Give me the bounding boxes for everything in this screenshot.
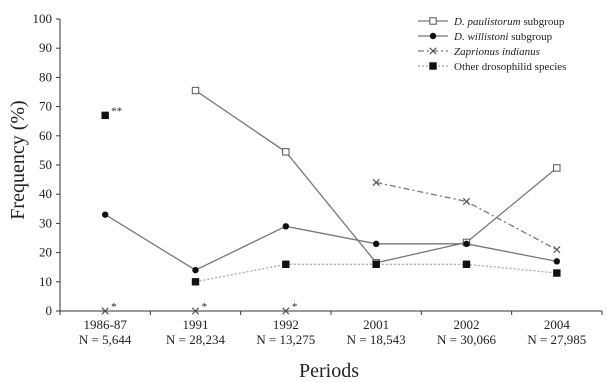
data-point xyxy=(282,148,290,156)
legend-item: Zaprionus indianus xyxy=(418,46,540,58)
legend-label-italic: D. paulistorum xyxy=(453,16,521,28)
series-4 xyxy=(101,111,561,286)
series-layer xyxy=(101,86,561,315)
series-line xyxy=(104,214,557,271)
data-point xyxy=(101,111,109,120)
legend-item: D. paulistorum subgroup xyxy=(418,16,565,28)
data-point xyxy=(553,164,561,172)
data-point xyxy=(282,223,290,230)
legend-item: Other drosophilid species xyxy=(418,61,566,73)
legend-label-suffix: subgroup xyxy=(508,31,552,43)
y-tick-label: 30 xyxy=(39,215,52,230)
y-tick-label: 90 xyxy=(39,40,52,55)
axes: 0 10 20 30 40 50 60 70 80 90 100 1986-87N = 5,644 19… xyxy=(33,11,603,347)
x-marker-stroke xyxy=(191,307,200,315)
legend-swatch-marker xyxy=(429,47,437,55)
significance-marker: * xyxy=(111,301,117,313)
data-point xyxy=(372,260,380,268)
x-tick-sample-size: N = 13,275 xyxy=(256,332,315,347)
y-tick-label: 50 xyxy=(39,157,52,172)
legend-label: D. paulistorum subgroup xyxy=(453,16,565,28)
data-point xyxy=(101,307,109,315)
x-tick-sample-size: N = 28,234 xyxy=(166,332,225,347)
data-point xyxy=(462,260,471,268)
data-point xyxy=(191,278,200,286)
x-marker-stroke xyxy=(462,197,471,206)
data-point xyxy=(101,211,109,218)
series-line xyxy=(195,89,558,264)
x-marker-stroke xyxy=(101,307,109,315)
legend-swatch-marker xyxy=(429,32,437,40)
series-3 xyxy=(101,178,561,315)
series-line xyxy=(376,181,558,251)
y-axis-title: Frequency (%) xyxy=(7,100,29,219)
legend-label: Other drosophilid species xyxy=(454,61,566,73)
significance-marker: * xyxy=(202,301,208,313)
y-tick-label: 80 xyxy=(39,69,52,84)
legend-label-italic: Zaprionus indianus xyxy=(454,46,540,58)
significance-marker: * xyxy=(292,301,298,313)
y-tick-label: 0 xyxy=(46,303,53,318)
data-point xyxy=(553,258,561,265)
series-1 xyxy=(191,86,561,267)
x-tick-sample-size: N = 5,644 xyxy=(79,332,132,347)
x-tick-sample-size: N = 30,066 xyxy=(437,332,496,347)
data-point xyxy=(372,240,380,248)
x-tick-label: 2001 xyxy=(363,317,389,332)
x-tick-label: 1992 xyxy=(273,317,299,332)
x-marker-stroke xyxy=(282,307,290,315)
y-tick-label: 100 xyxy=(33,11,53,26)
data-point xyxy=(191,307,200,315)
x-marker-stroke xyxy=(372,178,380,187)
legend-label-italic: D. willistoni xyxy=(453,31,508,43)
x-tick-label: 1991 xyxy=(183,317,209,332)
y-tick-label: 40 xyxy=(39,186,52,201)
y-tick-label: 60 xyxy=(39,128,52,143)
y-tick-label: 20 xyxy=(39,245,52,260)
series-2 xyxy=(101,211,561,274)
x-marker-stroke xyxy=(429,47,437,55)
series-line xyxy=(195,263,557,283)
data-point xyxy=(462,197,471,206)
data-point xyxy=(463,240,470,248)
x-tick-label: 2002 xyxy=(454,317,480,332)
data-point xyxy=(553,269,561,277)
x-tick-sample-size: N = 18,543 xyxy=(347,332,406,347)
x-tick-sample-size: N = 27,985 xyxy=(527,332,586,347)
data-point xyxy=(282,260,290,268)
legend-label-suffix: Other drosophilid species xyxy=(454,61,566,73)
data-point xyxy=(191,86,200,95)
significance-marker: ** xyxy=(111,105,122,117)
x-marker-stroke xyxy=(553,246,561,254)
data-point xyxy=(372,178,380,187)
legend-swatch-marker xyxy=(429,62,437,70)
data-point xyxy=(282,307,290,315)
legend-label: Zaprionus indianus xyxy=(454,46,540,58)
legend-label-suffix: subgroup xyxy=(521,16,565,28)
legend-item: D. willistoni subgroup xyxy=(418,31,553,43)
legend-label: D. willistoni subgroup xyxy=(453,31,553,43)
y-tick-label: 10 xyxy=(39,274,52,289)
data-point xyxy=(553,246,561,254)
annotations: *** * * xyxy=(111,105,297,313)
data-point xyxy=(192,266,199,274)
x-axis-title: Periods xyxy=(299,360,359,382)
x-tick-label: 1986-87 xyxy=(83,317,127,332)
x-tick-label: 2004 xyxy=(544,317,571,332)
y-tick-label: 70 xyxy=(39,99,52,114)
legend-swatch-marker xyxy=(429,17,437,25)
